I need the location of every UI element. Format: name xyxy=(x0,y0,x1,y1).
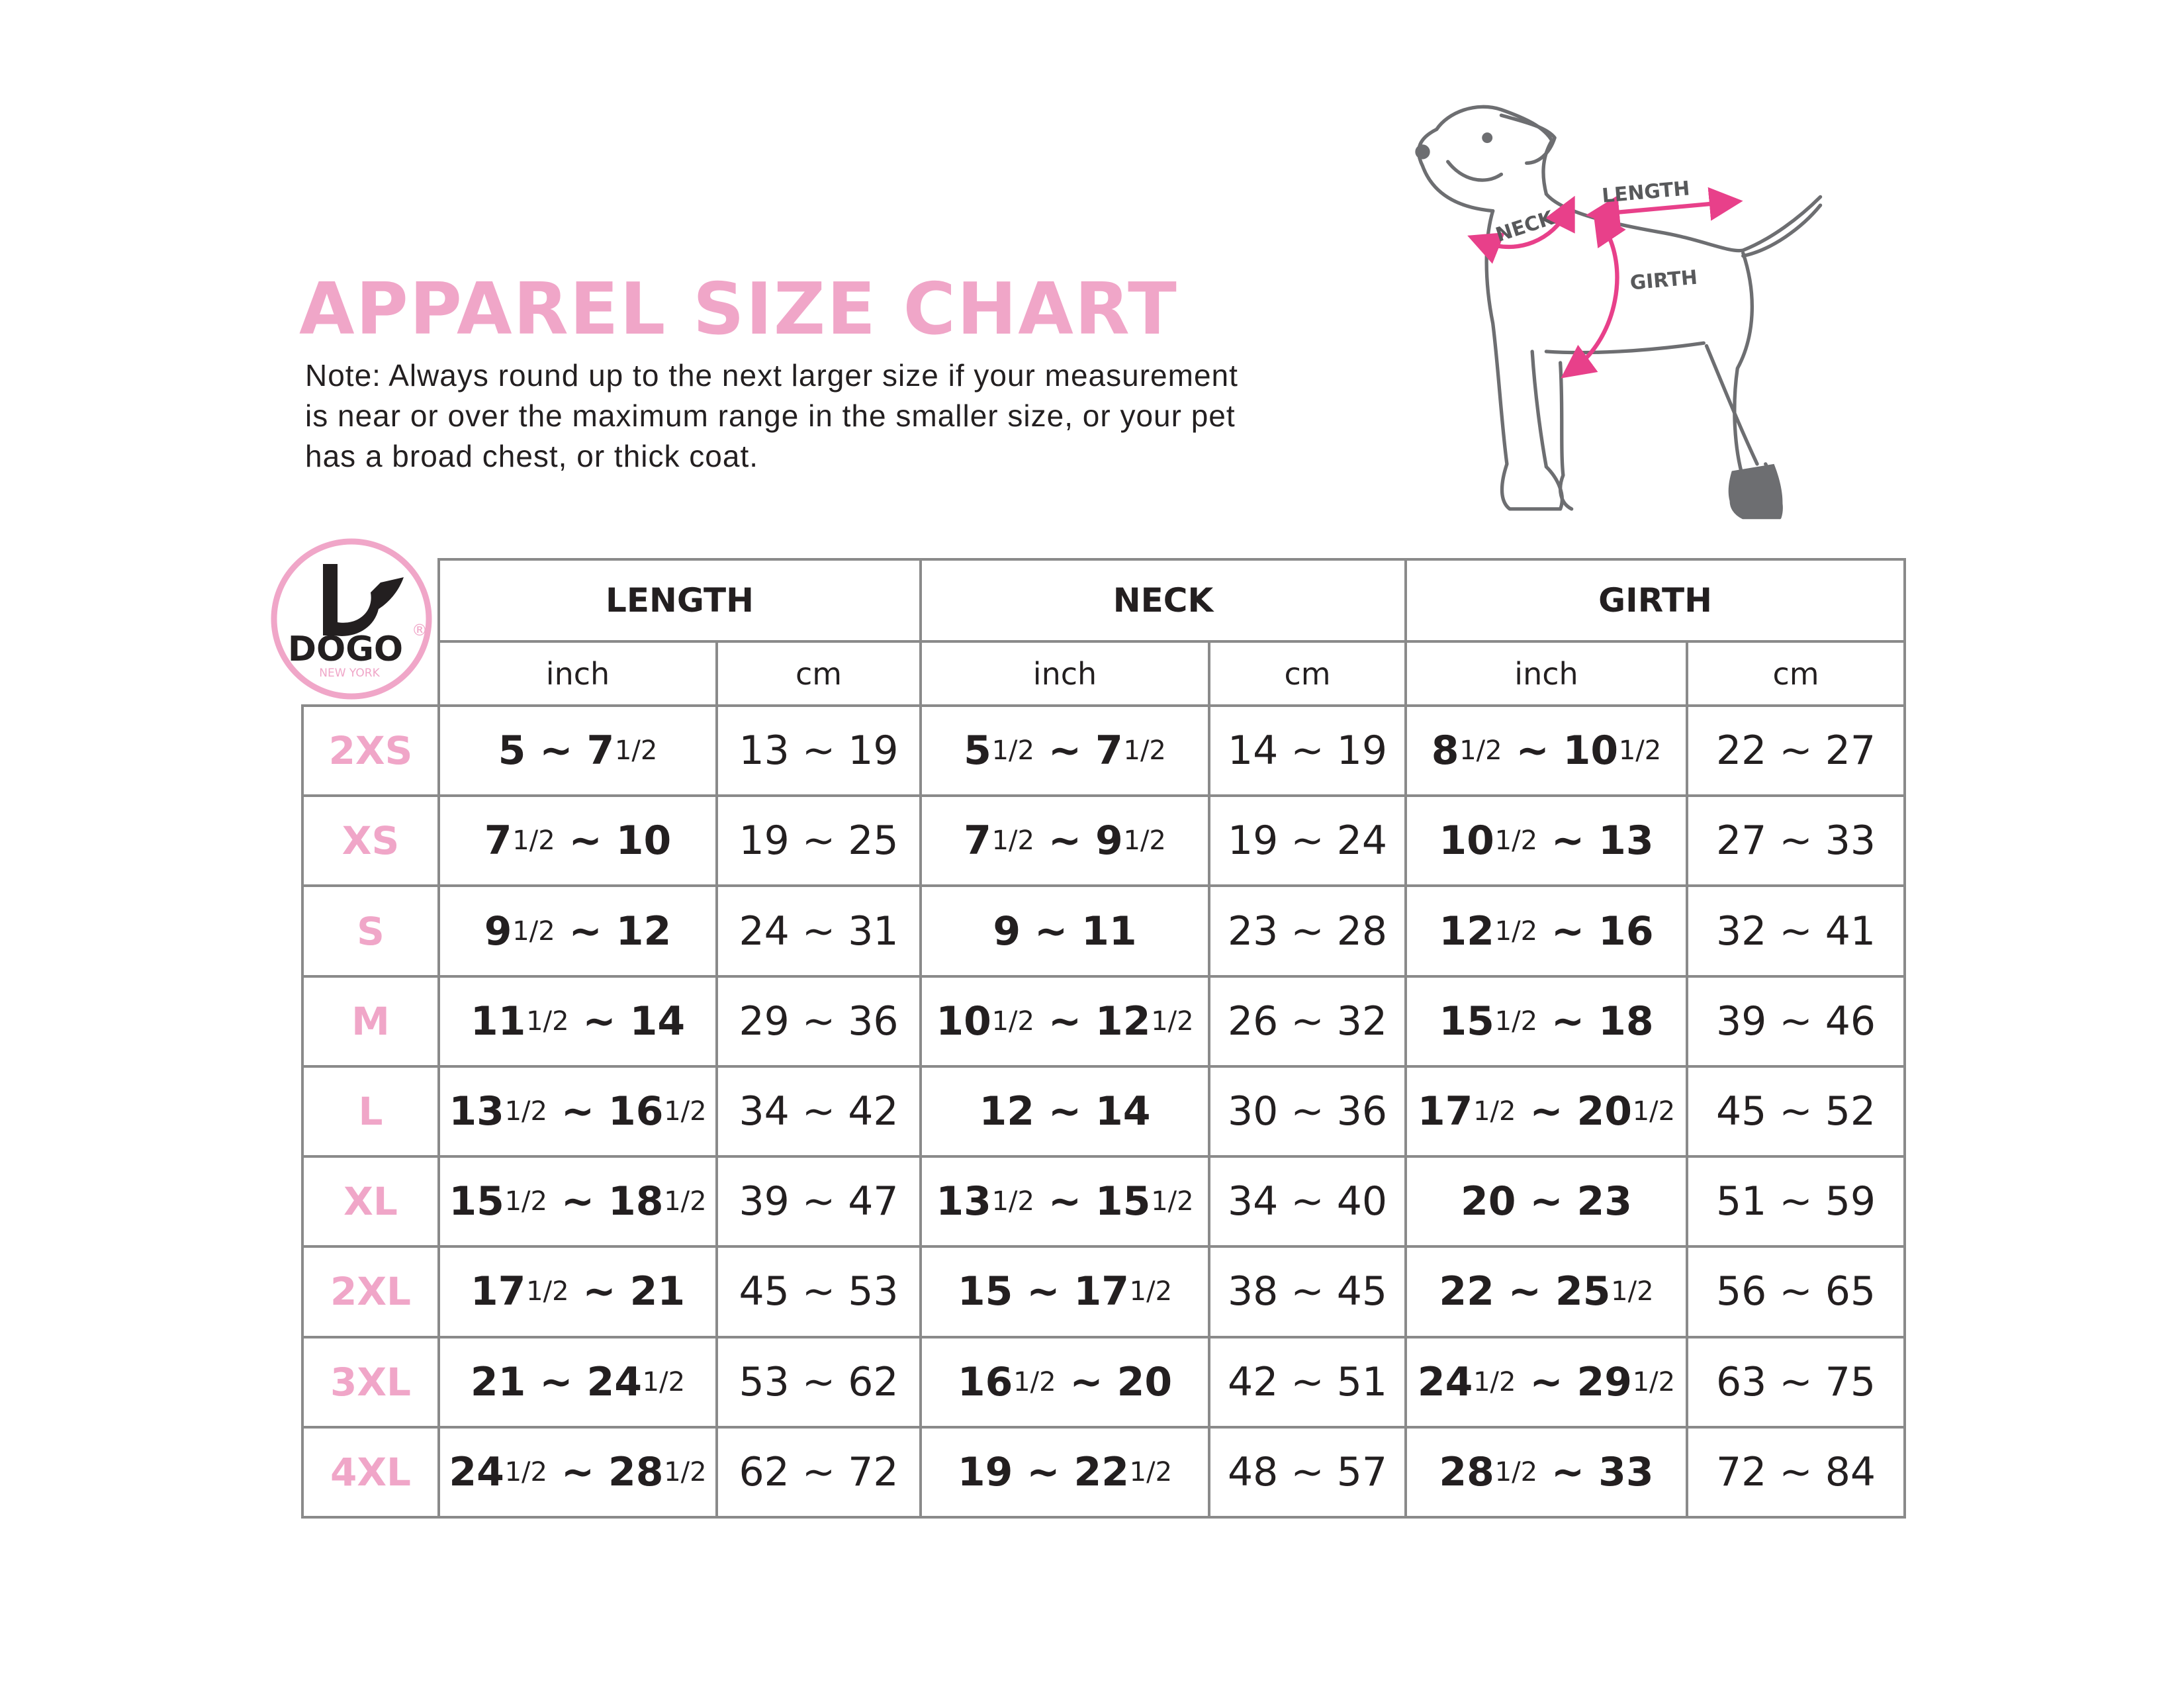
measurement: 15 1/2 ~ 18 1/2 xyxy=(437,1155,718,1248)
measurement: 32 ~ 41 xyxy=(1686,884,1906,978)
logo-city: NEW YORK xyxy=(319,667,380,680)
measurement: 11 1/2 ~ 14 xyxy=(437,974,718,1068)
logo-registered: ® xyxy=(412,621,428,639)
measurement: 24 1/2 ~ 29 1/2 xyxy=(1404,1335,1688,1429)
measurement: 23 ~ 28 xyxy=(1208,884,1407,978)
measurement: 56 ~ 65 xyxy=(1686,1245,1906,1338)
measurement: 20 ~ 23 xyxy=(1404,1155,1688,1248)
group-header: NECK xyxy=(919,558,1407,643)
measurement: 14 ~ 19 xyxy=(1208,704,1407,798)
title: APPAREL SIZE CHART xyxy=(299,268,1178,351)
measurement: 7 1/2 ~ 9 1/2 xyxy=(919,794,1210,888)
note-line: is near or over the maximum range in the… xyxy=(305,399,1236,433)
measurement: 10 1/2 ~ 13 xyxy=(1404,794,1688,888)
measurement: 42 ~ 51 xyxy=(1208,1335,1407,1429)
unit-header: cm xyxy=(1208,640,1407,707)
size-label: M xyxy=(301,974,440,1068)
diagram-label: LENGTH xyxy=(1601,177,1691,207)
measurement: 5 ~ 7 1/2 xyxy=(437,704,718,798)
note-line: Note: Always round up to the next larger… xyxy=(305,358,1238,393)
measurement: 19 ~ 24 xyxy=(1208,794,1407,888)
size-label: 3XL xyxy=(301,1335,440,1429)
measurement: 45 ~ 53 xyxy=(715,1245,922,1338)
diagram-label: GIRTH xyxy=(1629,266,1698,295)
measurement: 12 1/2 ~ 16 xyxy=(1404,884,1688,978)
measurement: 39 ~ 47 xyxy=(715,1155,922,1248)
measurement: 34 ~ 40 xyxy=(1208,1155,1407,1248)
measurement: 21 ~ 24 1/2 xyxy=(437,1335,718,1429)
logo: DOGO ® NEW YORK xyxy=(271,538,432,700)
measurement: 24 ~ 31 xyxy=(715,884,922,978)
group-header: GIRTH xyxy=(1404,558,1906,643)
measurement: 48 ~ 57 xyxy=(1208,1425,1407,1519)
size-label: S xyxy=(301,884,440,978)
measurement: 27 ~ 33 xyxy=(1686,794,1906,888)
unit-header: inch xyxy=(1404,640,1688,707)
measurement: 26 ~ 32 xyxy=(1208,974,1407,1068)
measurement: 22 ~ 25 1/2 xyxy=(1404,1245,1688,1338)
measurement: 13 ~ 19 xyxy=(715,704,922,798)
size-label: XS xyxy=(301,794,440,888)
measurement: 12 ~ 14 xyxy=(919,1064,1210,1158)
measurement: 15 ~ 17 1/2 xyxy=(919,1245,1210,1338)
measurement: 13 1/2 ~ 15 1/2 xyxy=(919,1155,1210,1248)
measurement: 72 ~ 84 xyxy=(1686,1425,1906,1519)
measurement: 29 ~ 36 xyxy=(715,974,922,1068)
measurement: 19 ~ 22 1/2 xyxy=(919,1425,1210,1519)
logo-brand: DOGO xyxy=(288,630,403,669)
unit-header: cm xyxy=(715,640,922,707)
measurement: 28 1/2 ~ 33 xyxy=(1404,1425,1688,1519)
measurement: 53 ~ 62 xyxy=(715,1335,922,1429)
measurement: 13 1/2 ~ 16 1/2 xyxy=(437,1064,718,1158)
size-label: 4XL xyxy=(301,1425,440,1519)
note-line: has a broad chest, or thick coat. xyxy=(305,439,759,473)
measurement: 39 ~ 46 xyxy=(1686,974,1906,1068)
measurement: 19 ~ 25 xyxy=(715,794,922,888)
measurement: 16 1/2 ~ 20 xyxy=(919,1335,1210,1429)
measurement: 22 ~ 27 xyxy=(1686,704,1906,798)
measurement: 15 1/2 ~ 18 xyxy=(1404,974,1688,1068)
measurement: 24 1/2 ~ 28 1/2 xyxy=(437,1425,718,1519)
measurement: 51 ~ 59 xyxy=(1686,1155,1906,1248)
unit-header: inch xyxy=(437,640,718,707)
size-label: 2XL xyxy=(301,1245,440,1338)
measurement: 62 ~ 72 xyxy=(715,1425,922,1519)
measurement: 34 ~ 42 xyxy=(715,1064,922,1158)
size-label: 2XS xyxy=(301,704,440,798)
measurement: 10 1/2 ~ 12 1/2 xyxy=(919,974,1210,1068)
measurement: 9 1/2 ~ 12 xyxy=(437,884,718,978)
size-label: L xyxy=(301,1064,440,1158)
unit-header: inch xyxy=(919,640,1210,707)
measurement: 7 1/2 ~ 10 xyxy=(437,794,718,888)
group-header: LENGTH xyxy=(437,558,922,643)
diagram-label: NECK xyxy=(1493,207,1557,247)
measurement: 8 1/2 ~ 10 1/2 xyxy=(1404,704,1688,798)
measurement: 9 ~ 11 xyxy=(919,884,1210,978)
unit-header: cm xyxy=(1686,640,1906,707)
measurement: 30 ~ 36 xyxy=(1208,1064,1407,1158)
size-label: XL xyxy=(301,1155,440,1248)
measurement: 45 ~ 52 xyxy=(1686,1064,1906,1158)
measurement: 17 1/2 ~ 21 xyxy=(437,1245,718,1338)
measurement: 5 1/2 ~ 7 1/2 xyxy=(919,704,1210,798)
measurement: 63 ~ 75 xyxy=(1686,1335,1906,1429)
measurement: 38 ~ 45 xyxy=(1208,1245,1407,1338)
dog-diagram: NECK LENGTH GIRTH xyxy=(1415,105,1823,520)
measurement: 17 1/2 ~ 20 1/2 xyxy=(1404,1064,1688,1158)
